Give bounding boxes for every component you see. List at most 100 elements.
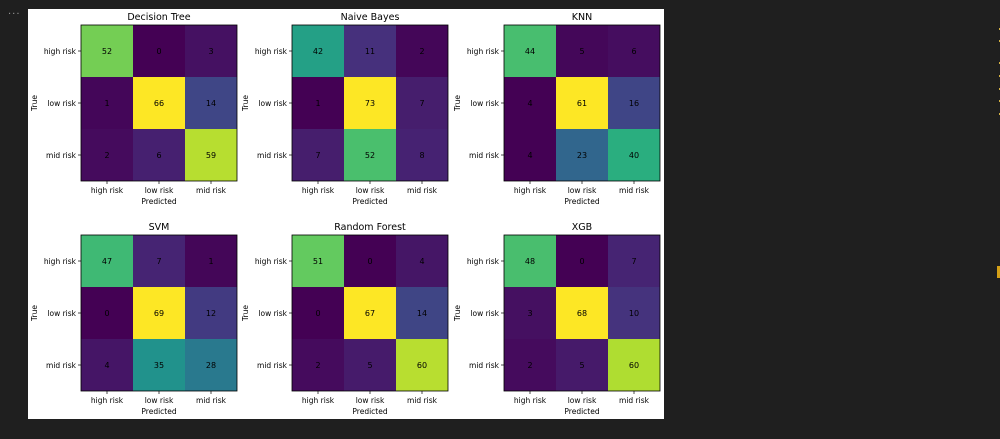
random-forest-cell bbox=[396, 235, 448, 287]
decision-tree-cell bbox=[81, 129, 133, 181]
knn-cell bbox=[556, 77, 608, 129]
xgb-cell-label: 3 bbox=[527, 309, 532, 318]
decision-tree-cell bbox=[185, 129, 237, 181]
naive-bayes-ytick-label: high risk bbox=[255, 47, 288, 56]
random-forest-cell bbox=[292, 235, 344, 287]
svm-ylabel: True bbox=[30, 305, 39, 322]
random-forest-cell-label: 60 bbox=[417, 361, 427, 370]
xgb-cell-label: 48 bbox=[525, 257, 535, 266]
xgb-cell bbox=[608, 235, 660, 287]
naive-bayes-xtick-label: high risk bbox=[302, 186, 335, 195]
decision-tree-xtick-label: low risk bbox=[145, 186, 174, 195]
xgb-xtick-label: low risk bbox=[568, 396, 597, 405]
cell-menu-ellipsis[interactable]: ... bbox=[8, 6, 21, 17]
knn-ytick-label: mid risk bbox=[469, 151, 500, 160]
xgb-cell-label: 0 bbox=[579, 257, 584, 266]
decision-tree-cell-label: 52 bbox=[102, 47, 112, 56]
svm-cell-label: 12 bbox=[206, 309, 216, 318]
knn-ytick-label: low risk bbox=[470, 99, 499, 108]
svm-cell bbox=[185, 287, 237, 339]
naive-bayes-ytick-label: low risk bbox=[258, 99, 287, 108]
xgb-cell bbox=[556, 235, 608, 287]
decision-tree-cell bbox=[185, 25, 237, 77]
decision-tree-cell bbox=[81, 77, 133, 129]
svm-cell bbox=[81, 339, 133, 391]
knn-cell bbox=[504, 77, 556, 129]
random-forest-cell-label: 5 bbox=[367, 361, 372, 370]
knn-cell bbox=[556, 25, 608, 77]
svm-ytick-label: high risk bbox=[44, 257, 77, 266]
knn-cell-label: 6 bbox=[631, 47, 636, 56]
decision-tree-cell bbox=[81, 25, 133, 77]
naive-bayes-cell-label: 11 bbox=[365, 47, 375, 56]
naive-bayes-xlabel: Predicted bbox=[352, 197, 387, 206]
random-forest-cell bbox=[292, 287, 344, 339]
xgb-cell-label: 2 bbox=[527, 361, 532, 370]
random-forest-cell-label: 51 bbox=[313, 257, 323, 266]
svm-xtick-label: mid risk bbox=[196, 396, 227, 405]
random-forest-xlabel: Predicted bbox=[352, 407, 387, 416]
decision-tree-cell-label: 59 bbox=[206, 151, 216, 160]
xgb-cell-label: 10 bbox=[629, 309, 639, 318]
svm-ytick-label: low risk bbox=[47, 309, 76, 318]
knn-cell-label: 4 bbox=[527, 151, 532, 160]
decision-tree-ylabel: True bbox=[30, 95, 39, 112]
knn-cell bbox=[608, 129, 660, 181]
decision-tree-ytick-label: high risk bbox=[44, 47, 77, 56]
random-forest-cell-label: 0 bbox=[367, 257, 372, 266]
xgb-cell bbox=[504, 287, 556, 339]
random-forest-ytick-label: mid risk bbox=[257, 361, 288, 370]
svm-cell-label: 47 bbox=[102, 257, 112, 266]
svm-cell-label: 7 bbox=[156, 257, 161, 266]
random-forest-xtick-label: low risk bbox=[356, 396, 385, 405]
xgb-cell-label: 5 bbox=[579, 361, 584, 370]
knn-cell-label: 16 bbox=[629, 99, 639, 108]
decision-tree-cell-label: 66 bbox=[154, 99, 164, 108]
xgb-cell-label: 68 bbox=[577, 309, 587, 318]
xgb-ytick-label: mid risk bbox=[469, 361, 500, 370]
decision-tree-cell-label: 3 bbox=[208, 47, 213, 56]
naive-bayes-xtick-label: mid risk bbox=[407, 186, 438, 195]
random-forest-ytick-label: high risk bbox=[255, 257, 288, 266]
naive-bayes-cell-label: 73 bbox=[365, 99, 375, 108]
xgb-cell bbox=[556, 287, 608, 339]
decision-tree-cell-label: 1 bbox=[104, 99, 109, 108]
decision-tree-xtick-label: mid risk bbox=[196, 186, 227, 195]
naive-bayes-cell-label: 42 bbox=[313, 47, 323, 56]
knn-cell-label: 23 bbox=[577, 151, 587, 160]
random-forest-cell bbox=[292, 339, 344, 391]
decision-tree-cell bbox=[185, 77, 237, 129]
knn-cell bbox=[608, 77, 660, 129]
svm-ytick-label: mid risk bbox=[46, 361, 77, 370]
random-forest-cell bbox=[344, 235, 396, 287]
knn-title: KNN bbox=[572, 12, 592, 23]
random-forest-cell bbox=[344, 339, 396, 391]
xgb-ylabel: True bbox=[453, 305, 462, 322]
svm-cell-label: 35 bbox=[154, 361, 164, 370]
naive-bayes-cell bbox=[292, 77, 344, 129]
decision-tree-cell bbox=[133, 77, 185, 129]
xgb-ytick-label: high risk bbox=[467, 257, 500, 266]
xgb-cell bbox=[504, 235, 556, 287]
xgb-cell bbox=[608, 287, 660, 339]
knn-cell bbox=[504, 129, 556, 181]
knn-cell bbox=[504, 25, 556, 77]
naive-bayes-cell-label: 7 bbox=[315, 151, 320, 160]
random-forest-cell-label: 2 bbox=[315, 361, 320, 370]
xgb-cell bbox=[608, 339, 660, 391]
naive-bayes-cell bbox=[292, 25, 344, 77]
naive-bayes-ylabel: True bbox=[241, 95, 250, 112]
random-forest-cell bbox=[344, 287, 396, 339]
confusion-matrix-figure: 52 0 3 1 66 14 2 6 59 Decision Tree high risk low r… bbox=[28, 9, 664, 419]
random-forest-cell-label: 14 bbox=[417, 309, 427, 318]
naive-bayes-cell bbox=[396, 25, 448, 77]
svm-xtick-label: high risk bbox=[91, 396, 124, 405]
naive-bayes-title: Naive Bayes bbox=[341, 12, 400, 23]
xgb-title: XGB bbox=[572, 222, 592, 233]
decision-tree-xlabel: Predicted bbox=[141, 197, 176, 206]
decision-tree-cell-label: 14 bbox=[206, 99, 216, 108]
decision-tree-title: Decision Tree bbox=[127, 12, 190, 23]
knn-cell-label: 5 bbox=[579, 47, 584, 56]
svm-cell bbox=[81, 287, 133, 339]
svm-cell-label: 4 bbox=[104, 361, 109, 370]
